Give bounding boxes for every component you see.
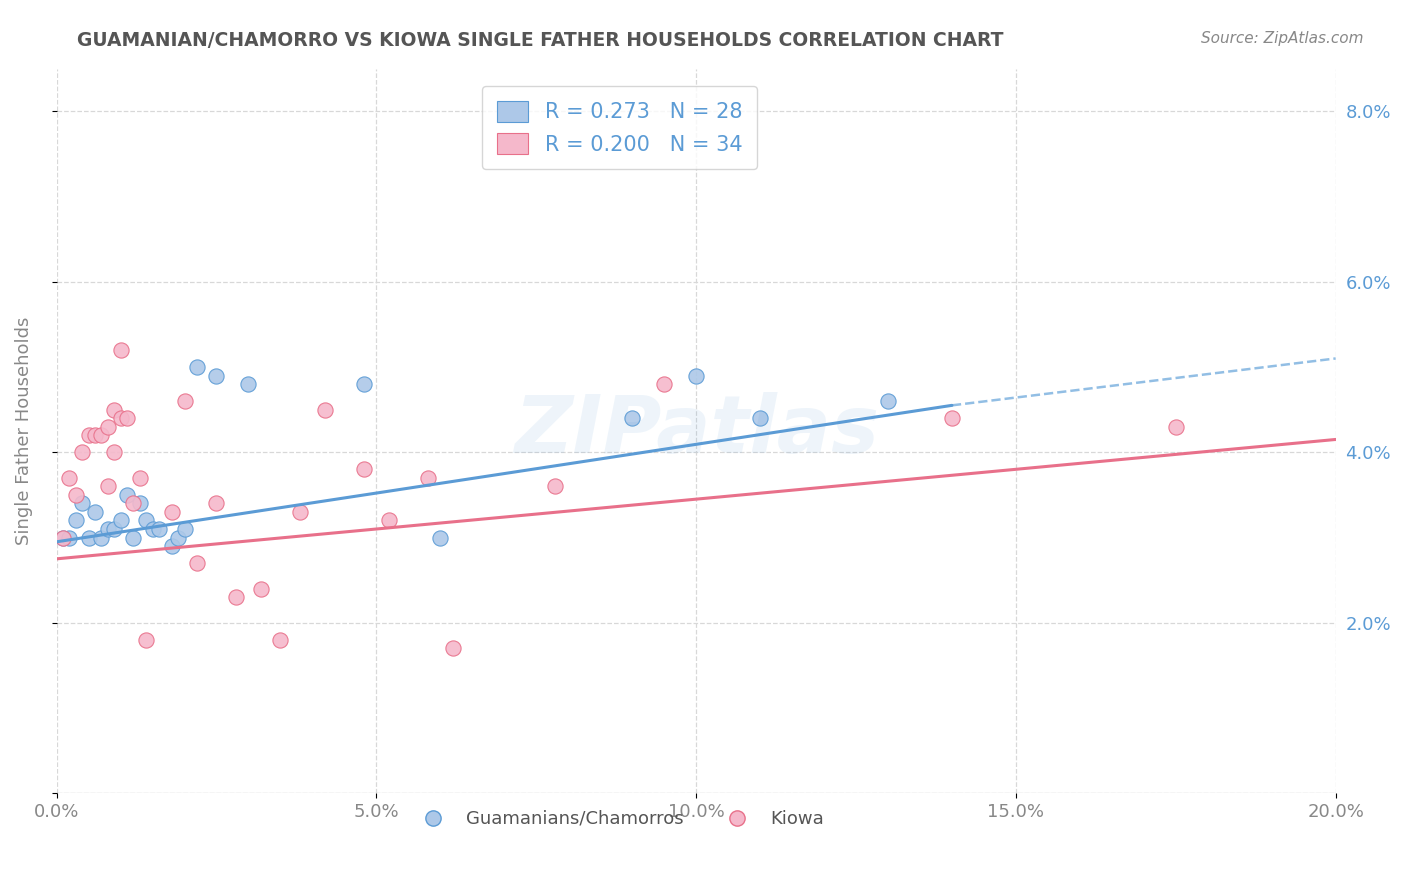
Point: [441, 641, 464, 656]
Point: [65, 513, 87, 527]
Point: [122, 531, 145, 545]
Point: [652, 377, 675, 392]
Point: [167, 531, 190, 545]
Point: [186, 359, 208, 374]
Point: [115, 411, 138, 425]
Point: [148, 522, 170, 536]
Point: [238, 377, 260, 392]
Point: [544, 479, 567, 493]
Point: [52, 531, 75, 545]
Point: [941, 411, 963, 425]
Y-axis label: Single Father Households: Single Father Households: [15, 317, 32, 545]
Point: [90, 428, 112, 442]
Point: [314, 402, 336, 417]
Point: [97, 522, 120, 536]
Text: ZIPatlas: ZIPatlas: [513, 392, 879, 470]
Point: [429, 531, 451, 545]
Point: [103, 402, 125, 417]
Point: [128, 471, 150, 485]
Text: GUAMANIAN/CHAMORRO VS KIOWA SINGLE FATHER HOUSEHOLDS CORRELATION CHART: GUAMANIAN/CHAMORRO VS KIOWA SINGLE FATHE…: [77, 31, 1004, 50]
Point: [84, 505, 107, 519]
Point: [90, 531, 112, 545]
Point: [97, 419, 120, 434]
Point: [77, 531, 100, 545]
Point: [115, 488, 138, 502]
Point: [160, 505, 183, 519]
Point: [225, 591, 247, 605]
Point: [65, 488, 87, 502]
Point: [110, 411, 132, 425]
Point: [353, 377, 375, 392]
Point: [621, 411, 644, 425]
Point: [97, 479, 120, 493]
Text: Source: ZipAtlas.com: Source: ZipAtlas.com: [1201, 31, 1364, 46]
Point: [70, 496, 93, 510]
Point: [135, 513, 157, 527]
Point: [58, 471, 80, 485]
Point: [84, 428, 107, 442]
Point: [141, 522, 163, 536]
Point: [378, 513, 401, 527]
Point: [416, 471, 439, 485]
Point: [205, 368, 228, 383]
Point: [110, 513, 132, 527]
Point: [58, 531, 80, 545]
Point: [877, 394, 900, 409]
Point: [122, 496, 145, 510]
Point: [186, 556, 208, 570]
Point: [128, 496, 150, 510]
Point: [103, 522, 125, 536]
Point: [288, 505, 311, 519]
Point: [70, 445, 93, 459]
Point: [269, 632, 291, 647]
Point: [205, 496, 228, 510]
Point: [353, 462, 375, 476]
Point: [77, 428, 100, 442]
Point: [173, 394, 195, 409]
Point: [173, 522, 195, 536]
Point: [135, 632, 157, 647]
Point: [749, 411, 772, 425]
Point: [160, 539, 183, 553]
Point: [685, 368, 707, 383]
Point: [52, 531, 75, 545]
Point: [110, 343, 132, 357]
Point: [250, 582, 273, 596]
Legend: Guamanians/Chamorros, Kiowa: Guamanians/Chamorros, Kiowa: [408, 803, 831, 835]
Point: [1164, 419, 1187, 434]
Point: [103, 445, 125, 459]
